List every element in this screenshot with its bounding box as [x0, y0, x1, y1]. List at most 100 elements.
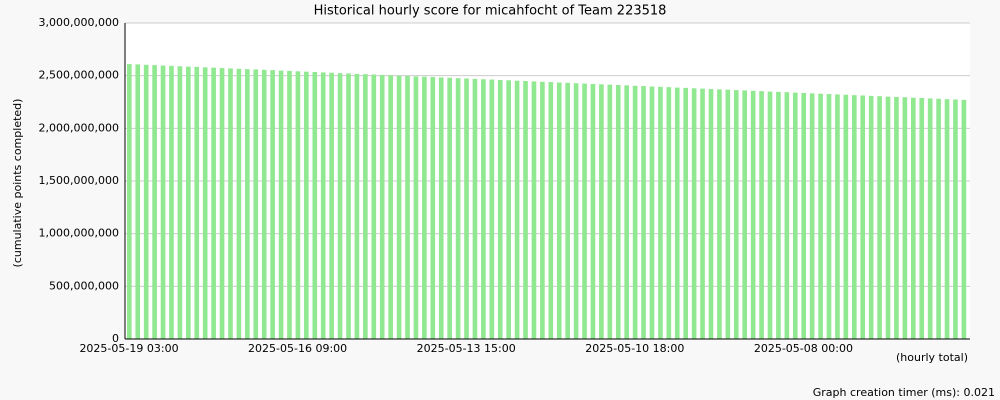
- bar: [556, 82, 562, 339]
- bar: [624, 85, 630, 339]
- bar: [194, 66, 200, 339]
- y-tick-label: 0: [112, 332, 119, 345]
- bar: [750, 90, 756, 340]
- bar: [455, 78, 461, 339]
- bar: [801, 92, 807, 339]
- bar: [531, 81, 537, 340]
- bar: [792, 92, 798, 339]
- bar: [405, 75, 410, 339]
- bar: [523, 81, 528, 339]
- bar: [953, 99, 958, 339]
- bar: [615, 85, 621, 339]
- bar: [784, 92, 790, 339]
- bar: [919, 97, 925, 339]
- bar: [851, 95, 857, 339]
- bar: [177, 66, 183, 340]
- bar: [430, 77, 436, 339]
- bar: [354, 73, 360, 339]
- bar: [278, 70, 284, 340]
- bar: [497, 79, 503, 339]
- bar: [944, 99, 950, 339]
- x-tick-label: 2025-05-10 18:00: [585, 342, 684, 355]
- bar: [835, 94, 840, 339]
- y-tick-label: 1,500,000,000: [39, 174, 119, 187]
- bar: [599, 84, 604, 339]
- bar: [717, 89, 722, 339]
- bar: [135, 64, 141, 340]
- y-tick-label: 2,500,000,000: [39, 69, 119, 82]
- y-tick-label: 500,000,000: [49, 279, 119, 292]
- bar: [320, 72, 326, 339]
- bar: [245, 69, 250, 340]
- bar: [860, 95, 866, 339]
- bar: [312, 71, 318, 339]
- bar: [843, 94, 849, 340]
- bar: [219, 68, 225, 339]
- bar: [295, 71, 301, 340]
- bar: [514, 80, 520, 340]
- bar: [868, 95, 874, 340]
- bar: [683, 87, 689, 339]
- bar: [202, 67, 208, 339]
- bar: [337, 73, 343, 339]
- y-tick-label: 1,000,000,000: [39, 227, 119, 240]
- bar: [691, 88, 697, 339]
- bar: [413, 76, 419, 340]
- bar: [565, 82, 570, 339]
- bar: [236, 68, 242, 339]
- bar: [346, 73, 351, 340]
- bar: [388, 75, 393, 339]
- y-axis-label: (cumulative points completed): [11, 99, 24, 268]
- bar: [270, 70, 275, 339]
- bar: [143, 64, 149, 340]
- bar: [894, 96, 899, 339]
- bar: [902, 97, 908, 339]
- bar: [489, 79, 495, 340]
- bar: [363, 74, 368, 339]
- bar: [472, 78, 478, 339]
- bar: [371, 74, 377, 340]
- bar: [632, 85, 638, 340]
- bar: [287, 70, 292, 339]
- bar: [776, 91, 781, 339]
- bar: [464, 78, 469, 339]
- y-tick-label: 2,000,000,000: [39, 121, 119, 134]
- bar: [186, 66, 191, 339]
- bar: [152, 65, 157, 339]
- bar: [396, 75, 402, 340]
- bar: [127, 64, 132, 339]
- bar: [481, 79, 486, 340]
- x-tick-label: 2025-05-13 15:00: [417, 342, 516, 355]
- bar: [885, 96, 891, 340]
- bar: [590, 83, 596, 339]
- x-tick-label: 2025-05-19 03:00: [79, 342, 178, 355]
- y-tick-label: 3,000,000,000: [39, 16, 119, 29]
- bar: [961, 99, 967, 339]
- bar: [700, 88, 705, 339]
- bar: [826, 94, 832, 339]
- bar: [379, 74, 385, 340]
- bar: [573, 83, 579, 339]
- bar: [169, 65, 174, 339]
- bar: [666, 87, 672, 339]
- bar: [818, 93, 823, 339]
- bar: [767, 91, 773, 340]
- bar: [548, 82, 554, 339]
- bar: [506, 80, 511, 339]
- bar: [742, 90, 748, 339]
- bar: [759, 91, 764, 339]
- bar: [422, 76, 427, 339]
- bar: [936, 98, 941, 339]
- chart-title: Historical hourly score for micahfocht o…: [314, 4, 667, 19]
- x-tick-label: 2025-05-16 09:00: [248, 342, 347, 355]
- bar: [329, 72, 334, 339]
- bar: [160, 65, 166, 340]
- bar: [261, 69, 267, 339]
- bar: [658, 86, 663, 339]
- bar: [674, 87, 680, 339]
- x-axis-label: (hourly total): [896, 351, 968, 364]
- bar: [228, 68, 233, 339]
- bar: [582, 83, 587, 339]
